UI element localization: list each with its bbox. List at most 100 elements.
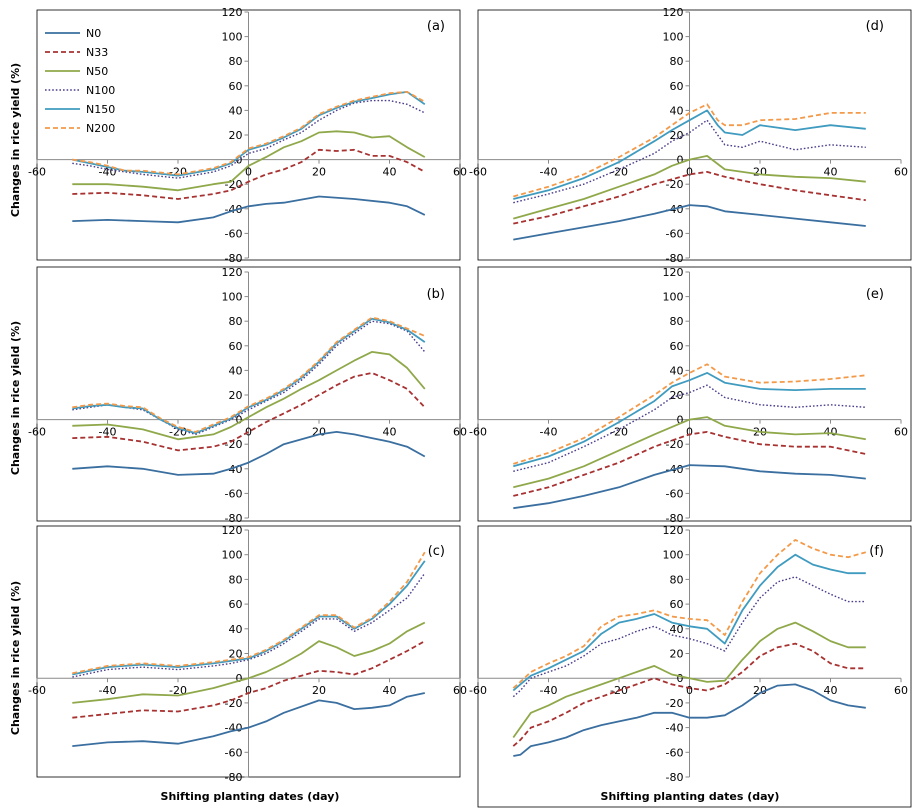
- x-tick-label: -20: [610, 426, 628, 439]
- y-tick-label: 100: [222, 291, 243, 304]
- series-n150: [513, 109, 866, 200]
- panel-frame: [477, 266, 912, 522]
- x-tick-label: 60: [894, 684, 908, 697]
- series-n200: [72, 91, 426, 176]
- series-n100: [72, 320, 426, 436]
- x-tick-label: 20: [312, 684, 326, 697]
- legend-label-n100: N100: [86, 84, 115, 97]
- y-tick-label: -20: [225, 697, 243, 710]
- x-tick-label: 40: [383, 684, 397, 697]
- panel-b: -60 -40 -20 0 20 40 60-80-60-40-20020406080100…: [28, 266, 467, 525]
- y-tick-label: 100: [222, 31, 243, 44]
- y-tick-label: 100: [663, 291, 684, 304]
- y-tick-label: -20: [666, 438, 684, 451]
- x-tick-label: 20: [753, 166, 767, 179]
- x-tick-label: 0: [686, 166, 693, 179]
- y-tick-label: -80: [225, 252, 243, 265]
- y-tick-label: -60: [666, 227, 684, 240]
- series-n33: [72, 371, 426, 452]
- series-n150: [72, 560, 426, 676]
- x-tick-label: 60: [894, 426, 908, 439]
- series-n50: [72, 130, 426, 192]
- y-tick-label: -60: [225, 227, 243, 240]
- series-n50: [72, 350, 426, 441]
- x-tick-label: -60: [28, 426, 46, 439]
- y-tick-label: 60: [670, 80, 684, 93]
- y-tick-label: -80: [666, 252, 684, 265]
- y-tick-label: 80: [670, 315, 684, 328]
- y-tick-label: 20: [229, 129, 243, 142]
- y-tick-label: -60: [225, 487, 243, 500]
- x-tick-label: 60: [453, 166, 467, 179]
- y-tick-label: 0: [677, 672, 684, 685]
- series-n100: [513, 119, 866, 204]
- y-tick-label: -40: [666, 722, 684, 735]
- y-tick-label: 20: [670, 129, 684, 142]
- y-tick-label: -60: [225, 746, 243, 759]
- x-tick-label: 40: [824, 426, 838, 439]
- x-tick-label: -60: [469, 166, 487, 179]
- y-tick-label: 0: [677, 154, 684, 167]
- panel-frame: [477, 9, 912, 261]
- legend-label-n33: N33: [86, 46, 108, 59]
- y-tick-label: 120: [222, 524, 243, 537]
- x-tick-label: -40: [540, 684, 558, 697]
- y-tick-label: 60: [229, 340, 243, 353]
- panel-label: (a): [427, 19, 445, 34]
- panel-label: (e): [866, 287, 884, 302]
- series-n200: [512, 539, 867, 689]
- panel-d: -60 -40 -20 0 20 40 60-80-60-40-20020406080100…: [469, 6, 912, 265]
- legend-label-n50: N50: [86, 65, 108, 78]
- series-n33: [72, 640, 426, 719]
- y-tick-label: 0: [677, 414, 684, 427]
- y-tick-label: 20: [670, 648, 684, 661]
- x-tick-label: 40: [824, 684, 838, 697]
- series-n33: [512, 642, 866, 747]
- series-n33: [72, 148, 426, 200]
- series-n150: [512, 553, 866, 692]
- y-tick-label: -80: [225, 512, 243, 525]
- y-tick-label: 80: [670, 573, 684, 586]
- panel-a: -60 -40 -20 0 20 40 60-80-60-40-20020406080100…: [28, 6, 467, 265]
- series-n150: [513, 371, 866, 468]
- y-tick-label: -20: [666, 697, 684, 710]
- xlabel-left: Shifting planting dates (day): [161, 790, 340, 803]
- x-tick-label: 0: [686, 426, 693, 439]
- y-tick-label: -60: [666, 487, 684, 500]
- series-n50: [513, 416, 866, 489]
- y-tick-label: -20: [225, 438, 243, 451]
- legend-label-n200: N200: [86, 122, 115, 135]
- x-tick-label: -60: [469, 426, 487, 439]
- series-n50: [72, 621, 426, 704]
- y-tick-label: 120: [663, 6, 684, 19]
- panel-c: -60 -40 -20 0 20 40 60-80-60-40-20020406080100…: [28, 524, 467, 784]
- xlabel-right: Shifting planting dates (day): [601, 790, 780, 803]
- x-tick-label: -40: [540, 166, 558, 179]
- series-n150: [72, 317, 426, 435]
- y-tick-label: 60: [670, 598, 684, 611]
- panel-label: (f): [869, 544, 884, 559]
- y-tick-label: 40: [229, 623, 243, 636]
- series-n150: [72, 91, 426, 177]
- series-n50: [512, 621, 866, 739]
- y-tick-label: 40: [670, 623, 684, 636]
- x-tick-label: 40: [383, 426, 397, 439]
- y-tick-label: 20: [229, 648, 243, 661]
- panel-frame: [36, 266, 461, 522]
- y-tick-label: -80: [225, 771, 243, 784]
- y-tick-label: 120: [222, 6, 243, 19]
- y-tick-label: 0: [236, 414, 243, 427]
- x-tick-label: -60: [469, 684, 487, 697]
- y-tick-label: -20: [666, 178, 684, 191]
- y-tick-label: 60: [229, 598, 243, 611]
- panel-frame: [36, 9, 461, 261]
- y-tick-label: 20: [229, 389, 243, 402]
- ylabel-top: Changes in rice yield (%): [9, 63, 22, 217]
- y-tick-label: 80: [670, 55, 684, 68]
- series-n100: [72, 99, 426, 179]
- y-tick-label: -80: [666, 771, 684, 784]
- legend-label-n150: N150: [86, 103, 115, 116]
- x-tick-label: 0: [245, 684, 252, 697]
- x-tick-label: -20: [169, 166, 187, 179]
- ylabel-bottom: Changes in rice yield (%): [9, 581, 22, 735]
